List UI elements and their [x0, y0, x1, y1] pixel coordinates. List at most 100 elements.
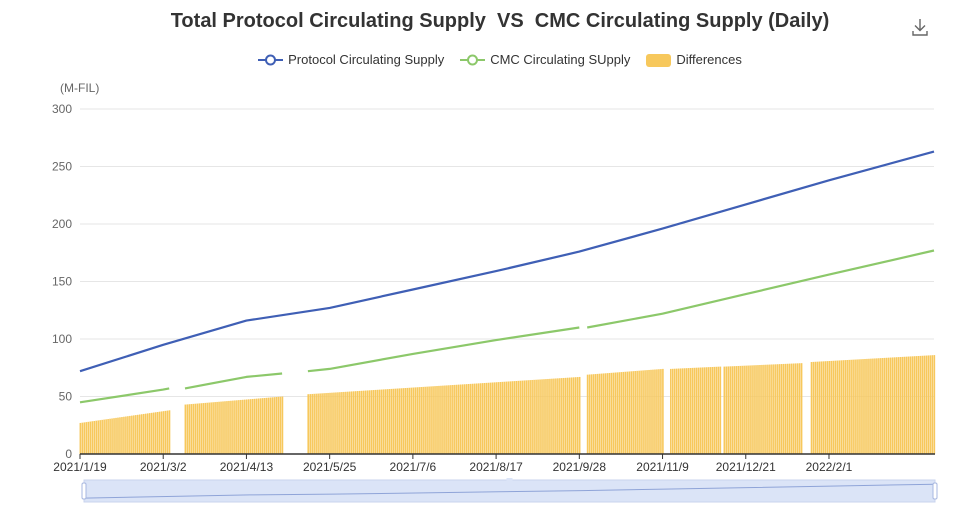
bar-difference	[697, 367, 700, 454]
bar-difference	[632, 371, 634, 454]
bar-difference	[458, 384, 460, 454]
bar-difference	[410, 387, 413, 454]
bar-difference	[374, 389, 377, 454]
bar-difference	[236, 400, 238, 454]
legend-label: CMC Circulating SUpply	[490, 52, 631, 67]
bar-difference	[499, 381, 502, 454]
lines	[79, 150, 935, 404]
bar-difference	[600, 373, 603, 454]
bar-difference	[727, 366, 730, 454]
bar-difference	[646, 370, 648, 454]
bar-difference	[549, 378, 551, 454]
bar-difference	[590, 374, 593, 454]
bar-difference	[188, 404, 191, 454]
bar-difference	[620, 372, 623, 454]
bar-difference	[850, 359, 852, 454]
bar-difference	[222, 401, 224, 454]
bar-difference	[654, 369, 656, 454]
bar-difference	[747, 365, 749, 454]
bar-difference	[588, 374, 591, 454]
bar-difference	[234, 400, 236, 454]
bar-difference	[396, 388, 399, 454]
bar-difference	[927, 355, 930, 454]
bar-difference	[917, 355, 920, 454]
bar-difference	[107, 419, 109, 454]
bar-difference	[553, 378, 555, 454]
bar-difference	[440, 385, 442, 454]
bar-difference	[826, 361, 829, 454]
bar-difference	[604, 373, 607, 454]
bar-difference	[612, 372, 615, 454]
bar-difference	[709, 367, 712, 454]
x-tick-label: 2022/2/1	[806, 460, 853, 474]
bar-difference	[719, 366, 722, 454]
bar-difference	[897, 357, 900, 454]
bar-difference	[202, 403, 204, 454]
bar-difference	[275, 396, 278, 454]
bar-difference	[368, 390, 371, 454]
bar-difference	[343, 391, 345, 454]
bar-difference	[703, 367, 706, 454]
bar-difference	[820, 361, 823, 454]
bar-difference	[356, 391, 359, 454]
line-cmc-supply	[79, 387, 170, 404]
bar-difference	[352, 391, 355, 454]
bar-difference	[497, 382, 500, 454]
bar-difference	[366, 390, 369, 454]
bar-difference	[915, 356, 918, 454]
bar-difference	[699, 367, 702, 454]
bar-difference	[608, 372, 611, 454]
bar-difference	[771, 364, 773, 454]
bar-difference	[543, 379, 545, 454]
bar-difference	[323, 393, 325, 454]
bar-difference	[614, 372, 617, 454]
y-axis-unit: (M-FIL)	[60, 81, 100, 95]
bar-difference	[539, 379, 541, 454]
bar-difference	[454, 384, 456, 454]
bar-difference	[388, 389, 391, 454]
bar-difference	[461, 384, 464, 454]
legend-item-differences[interactable]: Differences	[646, 52, 742, 67]
bar-difference	[467, 384, 470, 454]
bar-difference	[442, 385, 444, 454]
bar-difference	[889, 357, 892, 454]
bar-difference	[834, 360, 837, 454]
bar-difference	[751, 365, 753, 454]
bar-difference	[253, 398, 256, 454]
bar-difference	[384, 389, 387, 454]
datazoom-slider[interactable]	[81, 478, 938, 503]
bar-difference	[242, 399, 244, 454]
download-icon[interactable]	[909, 16, 931, 38]
bar-difference	[672, 368, 674, 454]
bar-difference	[695, 367, 698, 454]
bar-difference	[769, 364, 771, 454]
x-tick-label: 2021/3/2	[140, 460, 187, 474]
bar-difference	[281, 396, 284, 454]
bar-difference	[755, 365, 757, 454]
bar-difference	[269, 397, 272, 454]
bar-difference	[812, 361, 815, 454]
bar-difference	[277, 396, 280, 454]
bar-difference	[394, 388, 397, 454]
y-tick-label: 150	[52, 275, 72, 289]
bar-difference	[426, 386, 428, 454]
bar-difference	[796, 363, 799, 454]
bar-difference	[103, 419, 105, 454]
bar-difference	[638, 370, 640, 454]
bar-difference	[448, 385, 450, 454]
legend-item-cmc[interactable]: CMC Circulating SUpply	[460, 52, 630, 67]
x-tick-label: 2021/9/28	[553, 460, 607, 474]
bars-differences	[79, 355, 936, 454]
bar-difference	[788, 363, 791, 454]
bar-difference	[428, 386, 430, 454]
bar-difference	[832, 360, 835, 454]
bar-difference	[715, 366, 718, 454]
bar-difference	[860, 359, 862, 454]
bar-difference	[596, 373, 599, 454]
legend-item-protocol[interactable]: Protocol Circulating Supply	[258, 52, 444, 67]
bar-difference	[662, 368, 664, 454]
bar-difference	[763, 364, 765, 454]
bar-difference	[521, 380, 524, 454]
bar-difference	[216, 401, 218, 454]
bar-difference	[717, 366, 720, 454]
